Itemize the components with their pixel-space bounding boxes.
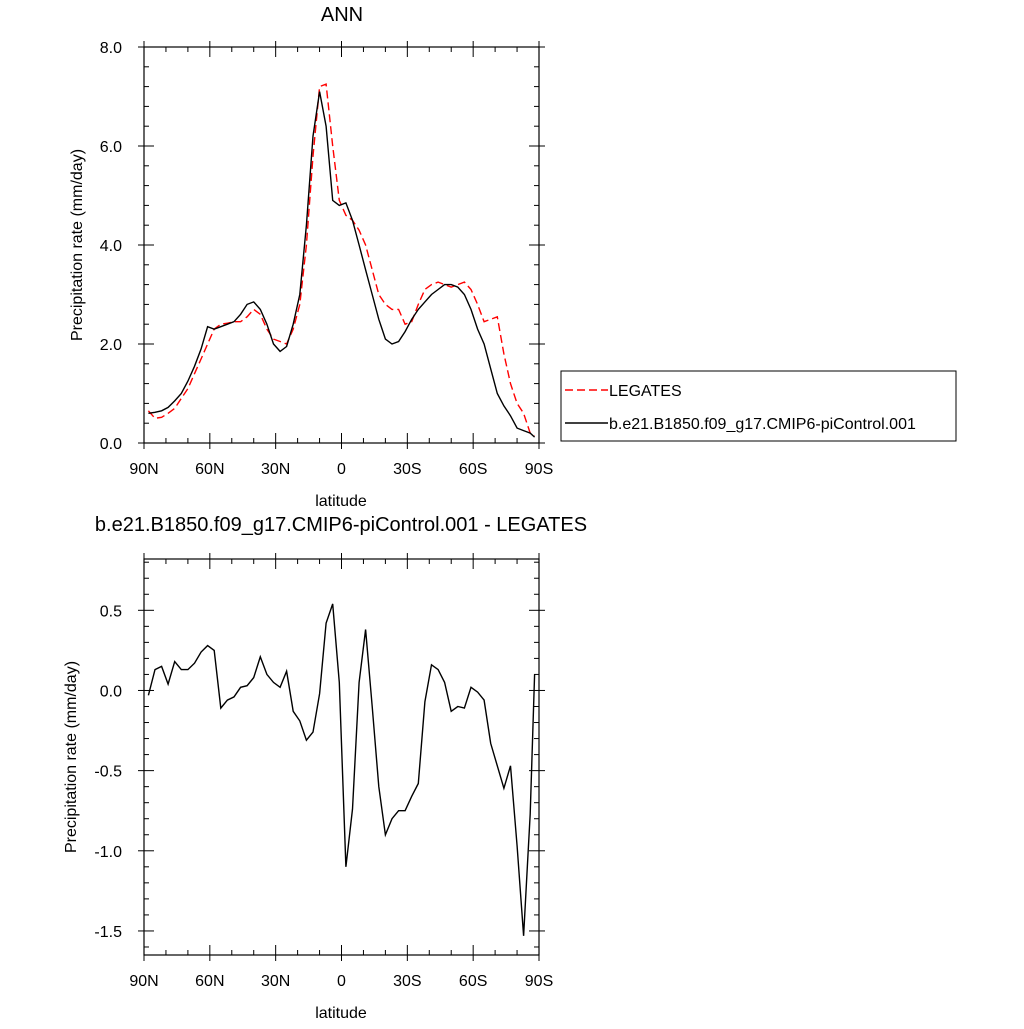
x-tick-label: 30N [261,973,290,990]
y-axis-label: Precipitation rate (mm/day) [69,149,86,341]
legend-label-model: b.e21.B1850.f09_g17.CMIP6-piControl.001 [609,416,916,433]
x-tick-label: 60S [459,461,487,478]
x-tick-label: 90N [129,973,158,990]
x-tick-label: 30N [261,461,290,478]
x-tick-label: 60N [195,461,224,478]
y-axis-label: Precipitation rate (mm/day) [63,661,80,853]
y-tick-label: -1.0 [94,844,122,861]
series-line-model [148,92,534,438]
chart-panel-difference: b.e21.B1850.f09_g17.CMIP6-piControl.001 … [63,514,587,1022]
x-tick-labels: 90N 60N 30N 0 30S 60S 90S [129,461,553,478]
y-tick-label: 6.0 [100,139,122,156]
y-tick-label: 2.0 [100,337,122,354]
x-tick-label: 30S [393,973,421,990]
x-tick-labels: 90N 60N 30N 0 30S 60S 90S [129,973,553,990]
x-tick-label: 90S [525,973,553,990]
difference-chart-title: b.e21.B1850.f09_g17.CMIP6-piControl.001 … [95,514,587,536]
y-tick-label: 0.0 [100,683,122,700]
y-tick-labels: 0.0 2.0 4.0 6.0 8.0 [100,40,122,453]
y-tick-label: 8.0 [100,40,122,57]
chart-title: ANN [321,4,363,26]
x-tick-label: 60N [195,973,224,990]
y-tick-label: 4.0 [100,238,122,255]
x-tick-label: 0 [337,461,346,478]
data-points [148,84,534,437]
x-tick-label: 30S [393,461,421,478]
y-tick-label: 0.5 [100,603,122,620]
y-tick-label: -1.5 [94,924,122,941]
data-points [148,604,534,936]
x-axis-label: latitude [315,493,367,510]
y-tick-label: -0.5 [94,764,122,781]
x-tick-label: 0 [337,973,346,990]
series-line-difference [148,604,534,936]
x-tick-label: 90S [525,461,553,478]
y-tick-labels: -1.5 -1.0 -0.5 0.0 0.5 [94,603,122,941]
legend-label-legates: LEGATES [609,383,682,400]
tick-marks [138,41,545,449]
series-line-legates [148,84,534,436]
chart-panel-annual: ANN latitude Precipitation rate (mm/day)… [69,4,553,510]
x-tick-label: 90N [129,461,158,478]
y-tick-label: 0.0 [100,436,122,453]
plot-frame [144,47,539,443]
legend: LEGATES b.e21.B1850.f09_g17.CMIP6-piCont… [561,371,956,441]
x-tick-label: 60S [459,973,487,990]
x-axis-label: latitude [315,1005,367,1022]
